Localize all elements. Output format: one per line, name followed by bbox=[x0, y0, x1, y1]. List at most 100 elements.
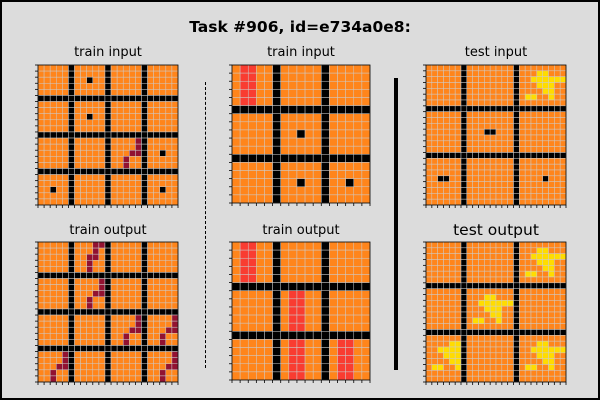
grid-cell bbox=[239, 129, 249, 139]
grid-cell bbox=[86, 89, 94, 96]
grid-cell bbox=[68, 357, 75, 364]
grid-cell bbox=[536, 99, 543, 107]
grid-cell bbox=[542, 370, 549, 377]
grid-cell bbox=[74, 89, 81, 96]
grid-cell bbox=[110, 149, 118, 157]
grid-cell bbox=[159, 168, 167, 175]
grid-cell bbox=[353, 347, 363, 356]
grid-cell bbox=[507, 152, 514, 159]
grid-cell bbox=[530, 111, 538, 118]
grid-cell bbox=[74, 64, 81, 72]
grid-cell bbox=[135, 253, 142, 261]
grid-cell bbox=[449, 358, 456, 365]
grid-cell bbox=[153, 345, 160, 352]
grid-cell bbox=[98, 119, 106, 127]
grid-cell bbox=[507, 99, 514, 107]
grid-cell bbox=[296, 363, 306, 373]
grid-cell bbox=[49, 272, 57, 279]
grid-cell bbox=[239, 347, 249, 356]
grid-cell bbox=[104, 290, 112, 298]
grid-cell bbox=[559, 276, 567, 284]
grid-cell bbox=[129, 284, 136, 291]
grid-cell bbox=[129, 260, 136, 267]
grid-cell bbox=[472, 317, 479, 324]
grid-cell bbox=[56, 345, 63, 352]
grid-cell bbox=[361, 129, 371, 139]
grid-cell bbox=[437, 140, 444, 147]
grid-cell bbox=[449, 158, 456, 165]
grid-cell bbox=[513, 375, 520, 383]
grid-cell bbox=[80, 101, 87, 108]
grid-cell bbox=[74, 180, 81, 187]
grid-cell bbox=[437, 335, 444, 342]
grid-cell bbox=[548, 181, 555, 188]
grid-cell bbox=[231, 282, 241, 291]
grid-cell bbox=[437, 134, 444, 142]
grid-cell bbox=[110, 119, 118, 127]
grid-cell bbox=[431, 265, 438, 272]
grid-cell bbox=[484, 70, 491, 77]
grid-cell bbox=[501, 335, 508, 342]
grid-cell bbox=[519, 340, 526, 348]
grid-cell bbox=[110, 125, 118, 133]
grid-cell bbox=[431, 163, 438, 171]
grid-cell bbox=[296, 64, 306, 74]
grid-cell bbox=[321, 257, 330, 267]
grid-cell bbox=[296, 249, 306, 259]
grid-cell bbox=[122, 76, 130, 84]
grid-cell bbox=[425, 370, 433, 377]
grid-cell bbox=[559, 288, 567, 295]
grid-cell bbox=[280, 154, 290, 163]
grid-cell bbox=[37, 125, 45, 133]
grid-cell bbox=[122, 314, 130, 322]
grid-cell bbox=[489, 134, 497, 142]
grid-cell bbox=[104, 186, 112, 194]
grid-cell bbox=[449, 270, 456, 278]
grid-cell bbox=[80, 369, 87, 377]
grid-cell bbox=[513, 82, 520, 89]
grid-cell bbox=[559, 259, 567, 266]
grid-cell bbox=[321, 113, 330, 123]
grid-cell bbox=[247, 363, 257, 373]
grid-cell bbox=[68, 272, 75, 279]
grid-cell bbox=[147, 70, 154, 78]
grid-cell bbox=[501, 253, 508, 260]
grid-cell bbox=[80, 345, 87, 352]
grid-cell bbox=[256, 371, 265, 381]
grid-cell bbox=[507, 198, 514, 206]
grid-cell bbox=[507, 375, 514, 383]
grid-cell bbox=[472, 340, 479, 348]
grid-cell bbox=[321, 371, 330, 381]
grid-cell bbox=[329, 257, 338, 267]
grid-cell bbox=[542, 105, 549, 112]
grid-cell bbox=[272, 274, 281, 283]
grid-cell bbox=[454, 193, 462, 200]
grid-cell bbox=[312, 129, 322, 139]
grid-cell bbox=[425, 259, 433, 266]
grid-cell bbox=[135, 131, 142, 139]
grid-cell bbox=[74, 76, 81, 84]
grid-cell bbox=[159, 131, 167, 139]
grid-cell bbox=[159, 143, 167, 151]
grid-cell bbox=[98, 131, 106, 139]
grid-cell bbox=[122, 241, 130, 249]
grid-cell bbox=[153, 308, 160, 316]
grid-cell bbox=[239, 105, 249, 114]
grid-cell bbox=[272, 306, 281, 316]
grid-cell bbox=[495, 305, 503, 313]
grid-cell bbox=[159, 260, 167, 267]
grid-cell bbox=[135, 302, 142, 310]
grid-cell bbox=[472, 152, 479, 159]
grid-cell bbox=[296, 113, 306, 123]
grid-cell bbox=[312, 282, 322, 291]
grid-cell bbox=[122, 64, 130, 72]
grid-cell bbox=[264, 121, 273, 131]
grid-cell bbox=[554, 128, 561, 136]
grid-cell bbox=[524, 335, 532, 342]
grid-cell bbox=[554, 64, 561, 72]
grid-cell bbox=[56, 247, 63, 255]
grid-cell bbox=[129, 64, 136, 72]
grid-cell bbox=[288, 241, 298, 251]
grid-cell bbox=[159, 198, 167, 206]
grid-cell bbox=[472, 70, 479, 77]
